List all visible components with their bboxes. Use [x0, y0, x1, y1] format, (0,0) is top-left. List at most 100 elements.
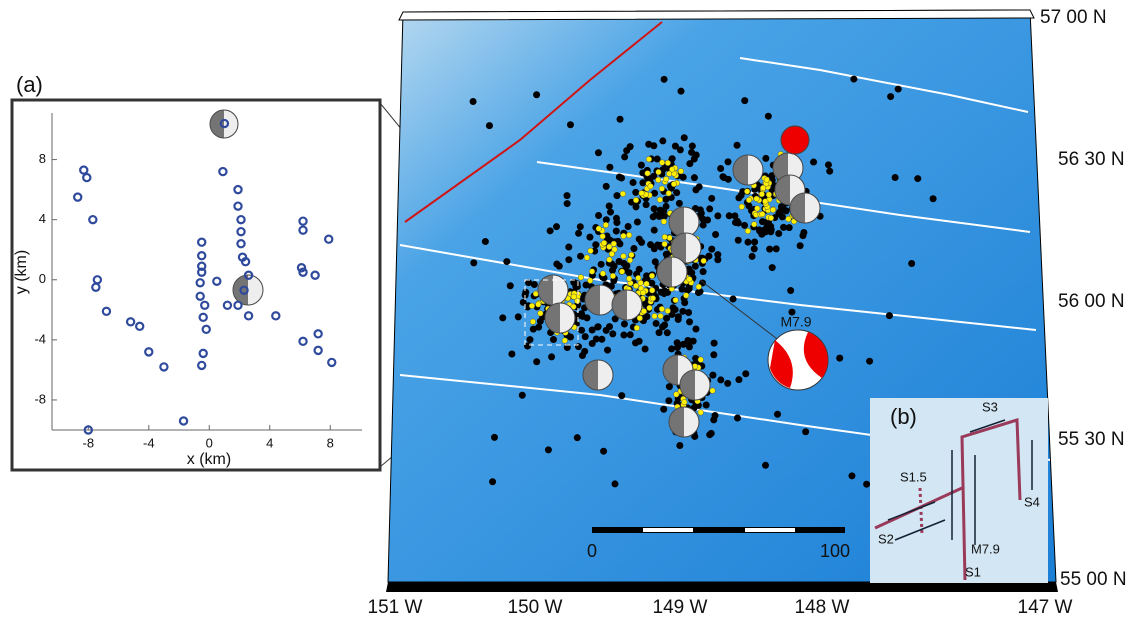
- event: [533, 358, 540, 365]
- event: [734, 414, 741, 421]
- relocated-event: [698, 410, 704, 416]
- event: [577, 223, 584, 230]
- event: [618, 392, 625, 399]
- event: [711, 412, 718, 419]
- relocated-event: [562, 338, 568, 344]
- event: [620, 332, 627, 339]
- event: [659, 137, 666, 144]
- event: [592, 241, 599, 248]
- event: [749, 253, 756, 260]
- relocated-event: [754, 196, 760, 202]
- event: [762, 462, 769, 469]
- event: [575, 343, 582, 350]
- relocated-event: [620, 191, 626, 197]
- event: [533, 91, 540, 98]
- relocated-event: [629, 252, 635, 258]
- event: [775, 230, 782, 237]
- event: [686, 160, 693, 167]
- event: [850, 76, 857, 83]
- event: [595, 212, 602, 219]
- event: [626, 269, 633, 276]
- event: [616, 240, 623, 247]
- event: [647, 241, 654, 248]
- relocated-event: [627, 257, 633, 263]
- relocated-event: [657, 197, 663, 203]
- event: [606, 203, 613, 210]
- relocated-event: [659, 160, 665, 166]
- event: [620, 260, 627, 267]
- event: [632, 189, 639, 196]
- segment-label: S2: [878, 531, 894, 546]
- event: [470, 259, 477, 266]
- event: [567, 334, 574, 341]
- event: [717, 165, 724, 172]
- event: [633, 203, 640, 210]
- event: [726, 212, 733, 219]
- event: [575, 230, 582, 237]
- lon-label: 147 W: [1018, 597, 1073, 618]
- relocated-event: [762, 199, 768, 205]
- relocated-event: [698, 357, 704, 363]
- epicenter-label: M7.9: [971, 541, 1000, 556]
- event: [751, 239, 758, 246]
- relocated-event: [638, 280, 644, 286]
- relocated-event: [648, 183, 654, 189]
- event: [692, 263, 699, 270]
- event: [773, 245, 780, 252]
- relocated-event: [661, 219, 667, 225]
- event: [519, 392, 526, 399]
- event: [735, 219, 742, 226]
- event: [714, 251, 721, 258]
- event: [650, 142, 657, 149]
- relocated-event: [739, 204, 745, 210]
- relocated-event: [637, 315, 643, 321]
- relocated-event: [646, 156, 652, 162]
- relocated-event: [530, 319, 536, 325]
- relocated-event: [770, 207, 776, 213]
- event: [627, 331, 634, 338]
- figure: (a) x (km) y (km) M7.9 0 100 57 00 N 56 …: [0, 0, 1143, 621]
- event: [642, 346, 649, 353]
- event: [725, 158, 732, 165]
- event: [638, 162, 645, 169]
- event: [730, 296, 737, 303]
- event: [526, 336, 533, 343]
- event: [709, 372, 716, 379]
- event: [656, 329, 663, 336]
- y-tick-label: 4: [39, 211, 46, 226]
- relocated-event: [682, 399, 688, 405]
- event: [887, 93, 894, 100]
- event: [711, 340, 718, 347]
- event: [672, 306, 679, 313]
- event: [704, 217, 711, 224]
- segment-label: S3: [982, 399, 998, 414]
- event: [742, 370, 749, 377]
- relocated-event: [665, 308, 671, 314]
- relocated-event: [710, 388, 716, 394]
- lon-label: 148 W: [795, 597, 850, 618]
- event: [661, 321, 668, 328]
- relocated-event: [759, 191, 765, 197]
- relocated-event: [671, 181, 677, 187]
- event: [660, 406, 667, 413]
- y-axis-label: y (km): [13, 250, 30, 294]
- relocated-event: [600, 234, 606, 240]
- lon-label: 150 W: [508, 597, 563, 618]
- event: [613, 192, 620, 199]
- event: [689, 143, 696, 150]
- relocated-event: [649, 288, 655, 294]
- event: [486, 122, 493, 129]
- event: [611, 480, 618, 487]
- event: [693, 152, 700, 159]
- event: [567, 121, 574, 128]
- relocated-event: [584, 255, 590, 261]
- event: [665, 397, 672, 404]
- event: [703, 402, 710, 409]
- relocated-event: [673, 297, 679, 303]
- event: [515, 313, 522, 320]
- relocated-event: [587, 278, 593, 284]
- lat-label: 56 00 N: [1058, 291, 1125, 312]
- relocated-event: [652, 313, 658, 319]
- event: [630, 179, 637, 186]
- inset-label: (b): [890, 404, 917, 429]
